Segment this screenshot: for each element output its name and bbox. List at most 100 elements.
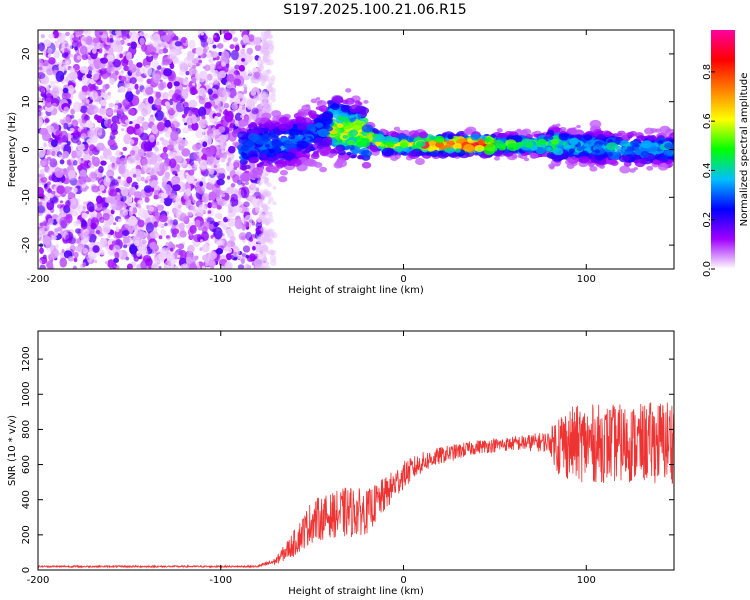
spectral-blob — [186, 117, 193, 126]
spectral-blob — [434, 135, 445, 144]
spectral-blob — [49, 80, 56, 88]
spectral-blob — [120, 186, 129, 197]
spectral-blob — [136, 263, 142, 269]
spectral-blob — [117, 176, 122, 180]
spectral-blob — [136, 67, 140, 72]
spectral-blob — [258, 128, 264, 133]
spectral-blob — [165, 235, 170, 239]
spectral-blob — [113, 257, 119, 263]
spectral-blob — [141, 108, 148, 117]
spectral-blob — [310, 153, 320, 160]
spectral-blob — [271, 110, 282, 118]
spectral-blob — [266, 69, 272, 75]
spectral-blob — [114, 194, 122, 201]
spectral-blob — [257, 57, 262, 61]
spectral-blob — [142, 210, 149, 220]
spectral-blob — [125, 51, 133, 61]
spectral-blob — [603, 131, 613, 138]
spectral-blob — [77, 245, 83, 253]
spectral-blob — [129, 77, 137, 85]
spectral-blob — [277, 159, 283, 163]
spectral-blob — [49, 196, 59, 204]
spectral-blob — [92, 37, 100, 44]
spectral-blob — [50, 121, 60, 133]
spectral-blob — [48, 176, 52, 181]
spectral-blob — [393, 126, 401, 132]
spectral-blob — [76, 140, 82, 146]
spectral-blob — [47, 47, 53, 55]
spectral-blob — [238, 119, 249, 127]
spectral-blob — [243, 201, 250, 208]
spectral-blob — [525, 141, 534, 149]
spectral-blob — [197, 187, 202, 192]
spectral-blob — [233, 78, 242, 86]
spectral-blob — [81, 212, 88, 219]
spectral-blob — [230, 193, 238, 202]
spectral-blob — [195, 62, 200, 67]
spectral-blob — [129, 206, 133, 212]
spectral-blob — [46, 93, 52, 98]
spectral-blob — [225, 103, 230, 109]
spectral-blob — [612, 133, 619, 138]
spectral-blob — [533, 133, 539, 138]
spectral-blob — [277, 152, 284, 158]
spectral-blob — [111, 115, 120, 124]
spectral-blob — [87, 129, 96, 138]
spectral-blob — [496, 128, 503, 133]
spectral-blob — [198, 106, 207, 117]
spectral-blob — [51, 87, 60, 98]
spectral-blob — [231, 103, 238, 111]
spectral-blob — [266, 58, 271, 62]
spectral-blob — [189, 263, 198, 269]
spectral-blob — [91, 156, 101, 167]
spectral-blob — [226, 214, 232, 220]
spectral-blob — [262, 55, 267, 60]
spectral-blob — [137, 205, 142, 210]
spectral-blob — [230, 183, 236, 188]
spectral-blob — [38, 116, 44, 128]
spectral-blob — [46, 156, 52, 161]
spectral-blob — [159, 161, 168, 173]
spectral-blob — [122, 99, 129, 107]
spectral-blob — [73, 251, 79, 259]
spectral-blob — [205, 262, 209, 267]
spectral-blob — [371, 133, 378, 138]
spectral-blob — [386, 141, 395, 148]
spectral-blob — [247, 69, 252, 75]
spectral-blob — [320, 146, 332, 155]
spectral-blob — [154, 233, 160, 238]
spectral-blob — [223, 200, 232, 208]
spectral-blob — [133, 253, 138, 259]
spectral-blob — [180, 264, 187, 269]
spectral-blob — [165, 242, 169, 247]
spectral-blob — [207, 260, 216, 267]
spectral-blob — [426, 137, 431, 142]
spectral-blob — [202, 141, 208, 148]
spectral-blob — [166, 252, 175, 262]
spectral-blob — [69, 134, 73, 139]
spectral-blob — [95, 177, 100, 181]
spectral-blob — [79, 105, 88, 114]
spectral-blob — [322, 112, 334, 121]
spectral-blob — [117, 218, 123, 223]
spectral-blob — [467, 138, 473, 142]
spectral-blob — [493, 156, 500, 161]
spectral-blob — [98, 165, 104, 174]
spectral-blob — [225, 81, 232, 89]
spectral-blob — [147, 206, 155, 212]
spectral-blob — [118, 164, 126, 175]
spectral-blob — [170, 177, 179, 186]
spectral-blob — [264, 144, 271, 148]
spectral-blob — [52, 102, 57, 107]
spectral-blob — [261, 203, 268, 210]
spectral-blob — [212, 56, 216, 61]
spectral-blob — [208, 168, 215, 175]
spectral-blob — [263, 41, 267, 45]
spectral-blob — [126, 200, 132, 207]
spectral-blob — [123, 236, 130, 244]
spectral-blob — [179, 222, 185, 230]
spectral-blob — [115, 150, 122, 158]
spectral-blob — [261, 248, 268, 255]
spectral-blob — [199, 159, 208, 170]
spectral-blob — [241, 44, 246, 48]
